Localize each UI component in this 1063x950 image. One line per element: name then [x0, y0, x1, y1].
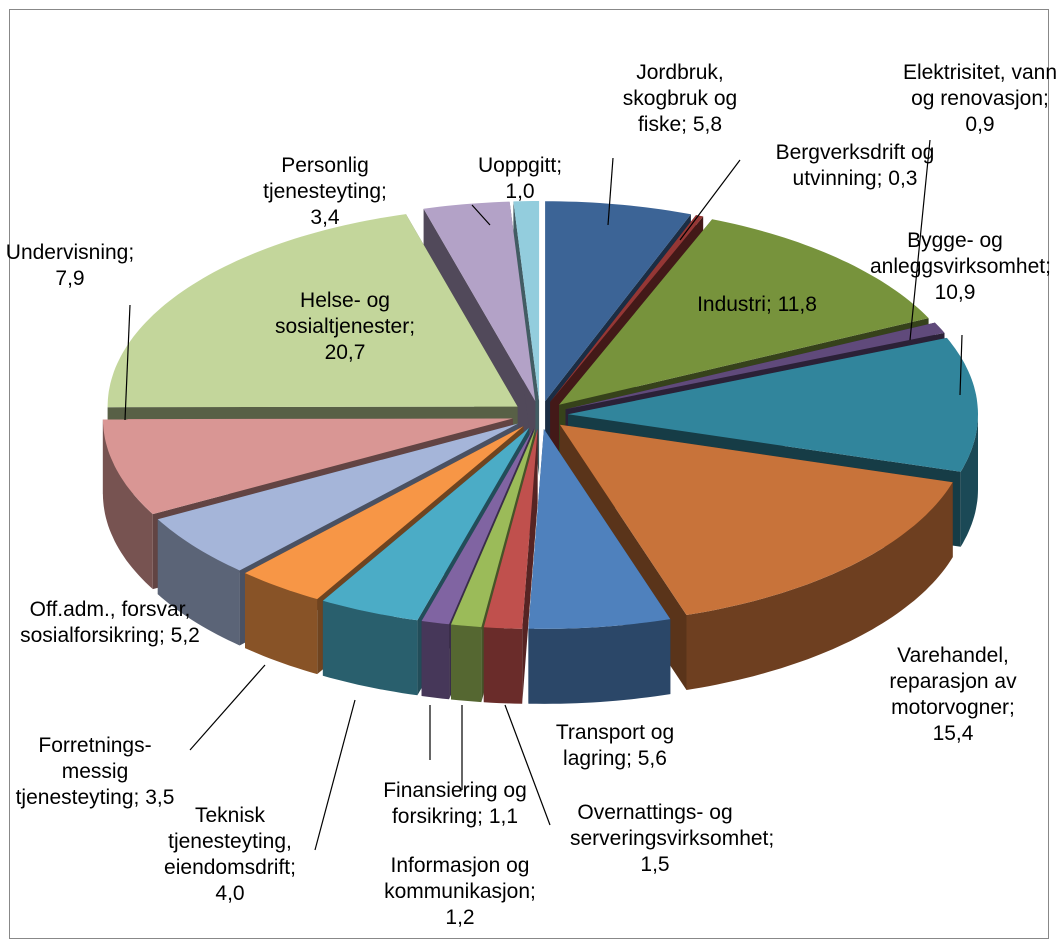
- slice: [483, 428, 538, 629]
- data-label: Elektrisitet, vann og renovasjon 0,9: [895, 60, 1063, 138]
- category-label: Informasjon og kommunikasjon: [384, 854, 536, 903]
- slice: [102, 418, 513, 515]
- data-label: Uoppgitt 1,0: [470, 153, 570, 205]
- value-label: 1,5: [640, 853, 670, 876]
- slice: [528, 428, 671, 629]
- category-label: Varehandel, reparasjon av motorvogner: [889, 644, 1016, 719]
- slice: [565, 322, 945, 410]
- leader-line: [959, 334, 963, 396]
- category-label: Elektrisitet, vann og renovasjon: [903, 61, 1057, 110]
- data-label: Bergverksdrift og utvinning0,3: [755, 140, 955, 192]
- leader-line: [124, 304, 131, 421]
- value-label: 0,3: [888, 167, 918, 190]
- value-label: 1,1: [488, 805, 519, 828]
- value-label: 3,4: [310, 206, 340, 229]
- data-label: Varehandel, reparasjon av motorvogner 15,…: [868, 643, 1038, 747]
- value-label: 0,9: [965, 113, 995, 136]
- data-label: Teknisk tjenesteyting, eiendomsdrift 4,0: [150, 803, 310, 907]
- slice: [107, 214, 518, 408]
- value-label: 1,2: [445, 906, 475, 929]
- slice: [545, 201, 691, 402]
- slice-side: [960, 414, 978, 547]
- value-label: 20,7: [324, 341, 366, 364]
- slice-side: [421, 621, 450, 700]
- category-label: Undervisning: [6, 241, 134, 264]
- slice-side: [102, 419, 153, 590]
- leader-line: [314, 699, 356, 851]
- slice-side: [686, 482, 953, 690]
- value-label: 10,9: [934, 281, 976, 304]
- data-label: Helse- og sosialtjenester 20,7: [260, 288, 430, 366]
- slice: [322, 427, 530, 621]
- leader-line: [607, 157, 614, 226]
- data-label: Personlig tjenesteyting 3,4: [250, 153, 400, 231]
- slice-side: [157, 519, 240, 646]
- category-label: Personlig tjenesteyting: [263, 154, 387, 203]
- slice: [157, 423, 518, 571]
- slice-side: [451, 624, 482, 703]
- slice-side: [483, 627, 523, 704]
- value-label: 7,9: [55, 267, 85, 290]
- leader-line: [679, 159, 741, 241]
- leader-line: [909, 139, 931, 341]
- slice: [423, 201, 536, 402]
- category-label: Teknisk tjenesteyting, eiendomsdrift: [164, 804, 296, 879]
- leader-line: [471, 204, 491, 226]
- slice: [560, 424, 953, 615]
- data-label: Finansiering og forsikring1,1: [365, 778, 545, 830]
- data-label: Transport og lagring5,6: [530, 720, 700, 772]
- category-label: Industri: [697, 293, 778, 316]
- data-label: Forretnings-messig tjenesteyting3,5: [10, 733, 180, 811]
- slice: [559, 219, 929, 405]
- slice-side: [322, 600, 418, 696]
- slice-wall: [421, 428, 534, 696]
- category-label: Bygge- og anleggsvirksomhet: [870, 229, 1051, 278]
- slice: [513, 201, 540, 401]
- data-label: Informasjon og kommunikasjon 1,2: [375, 853, 545, 931]
- value-label: 11,8: [777, 293, 817, 316]
- category-label: Uoppgitt: [478, 154, 562, 177]
- slice: [421, 428, 534, 625]
- data-label: Overnattings- og serveringsvirksomhet1,5: [570, 800, 774, 878]
- slice-side: [245, 573, 318, 675]
- slice: [568, 337, 978, 472]
- leader-line: [504, 704, 551, 826]
- value-label: 5,8: [692, 113, 723, 136]
- category-label: Helse- og sosialtjenester: [275, 289, 415, 338]
- chart-frame: [9, 9, 1049, 939]
- value-label: 15,4: [932, 722, 974, 745]
- data-label: Undervisning 7,9: [0, 240, 140, 292]
- slice: [550, 215, 704, 402]
- slice-side: [528, 619, 671, 704]
- data-label: Jordbruk, skogbruk og fiske5,8: [605, 60, 755, 138]
- data-label: Off.adm., forsvar, sosialforsikring5,2: [20, 597, 200, 649]
- category-label: Forretnings-messig tjenesteyting: [16, 734, 152, 809]
- value-label: 3,5: [145, 786, 175, 809]
- value-label: 1,0: [505, 180, 535, 203]
- value-label: 5,2: [170, 624, 200, 647]
- data-label: Industri11,8: [677, 292, 837, 318]
- data-label: Bygge- og anleggsvirksomhet 10,9: [870, 228, 1051, 306]
- value-label: 4,0: [215, 882, 245, 905]
- slice: [451, 428, 536, 628]
- slice: [245, 426, 524, 600]
- value-label: 5,6: [637, 747, 667, 770]
- leader-line: [189, 664, 266, 751]
- category-label: Off.adm., forsvar, sosialforsikring: [20, 598, 190, 647]
